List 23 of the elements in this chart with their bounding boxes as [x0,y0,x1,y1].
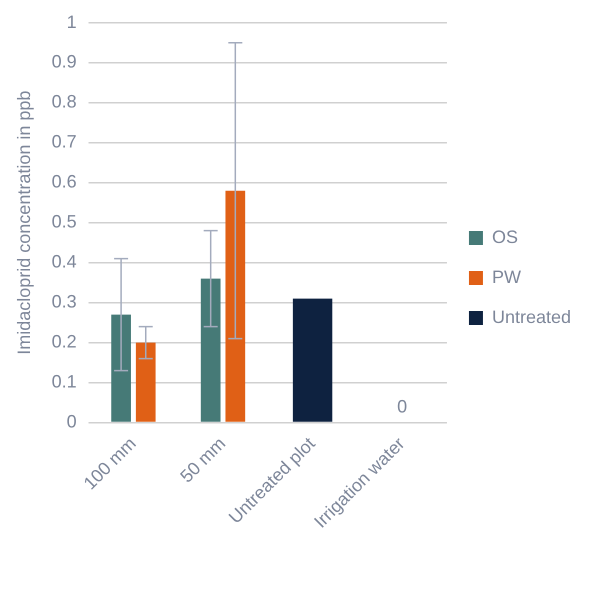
bar [111,314,131,422]
x-tick-label: 50 mm [176,433,230,486]
legend-label: PW [492,266,521,287]
data-label: 0 [397,396,408,417]
bar [136,342,156,422]
y-tick-label: 0 [66,412,77,432]
legend-label: OS [492,226,518,247]
y-tick-label: 0.9 [52,52,77,72]
bar [200,278,221,422]
y-tick-label: 0.1 [52,372,77,392]
y-tick-label: 1 [66,12,77,32]
y-tick-label: 0.4 [52,252,77,272]
y-axis-title: Imidacloprid concentration in ppb [14,90,34,355]
bar [225,190,246,422]
y-tick-label: 0.3 [52,292,77,312]
legend-label: Untreated [492,306,572,327]
y-tick-label: 0.2 [52,332,77,352]
x-tick-label: 100 mm [80,433,140,494]
y-tick-label: 0.7 [52,132,77,152]
y-tick-label: 0.8 [52,92,77,112]
y-tick-label: 0.6 [52,172,77,192]
y-tick-label: 0.5 [52,212,77,232]
bar [292,298,332,422]
